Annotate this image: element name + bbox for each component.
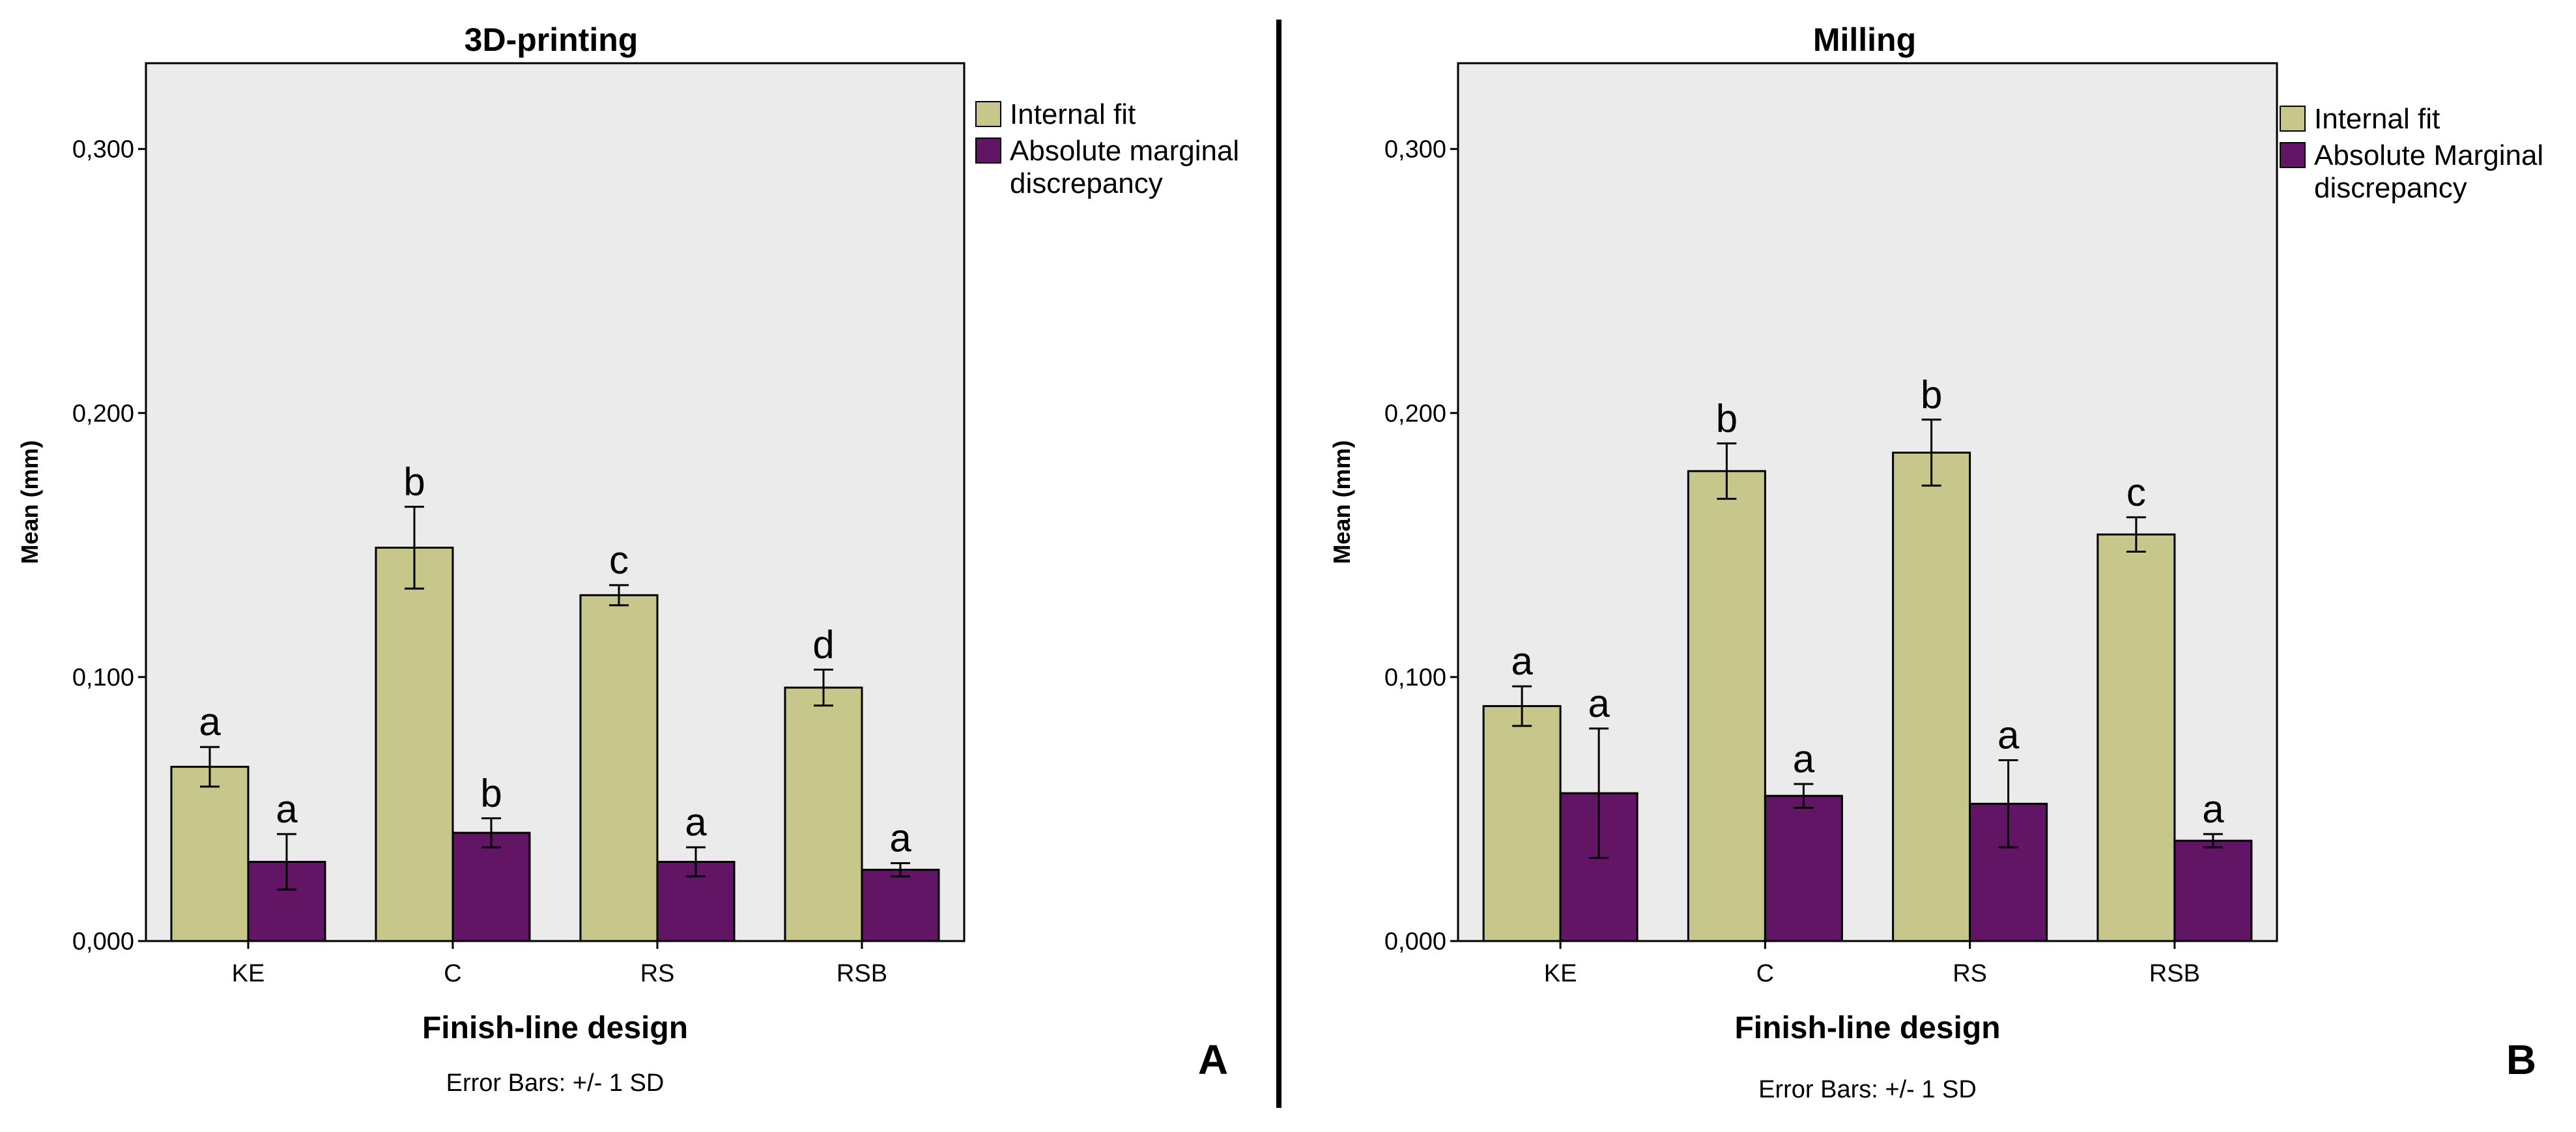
significance-letter: d xyxy=(812,623,834,667)
legend-label: Internal fit xyxy=(2314,103,2440,135)
legend-label: Internal fit xyxy=(1010,98,1136,130)
bar-internal-fit xyxy=(375,546,454,942)
x-tick-label: RSB xyxy=(2149,960,2200,987)
significance-letter: a xyxy=(1511,639,1533,683)
bar-marginal-discrepancy xyxy=(2173,839,2253,942)
x-axis-label: Finish-line design xyxy=(1734,1011,2000,1045)
significance-letter: a xyxy=(276,787,298,831)
significance-letter: a xyxy=(2202,787,2224,831)
x-tick-label: RS xyxy=(640,960,675,987)
bar-internal-fit xyxy=(579,594,659,942)
significance-letter: c xyxy=(609,538,629,582)
bar-marginal-discrepancy xyxy=(861,869,940,942)
legend-swatch-marginal-discrepancy xyxy=(975,138,1001,164)
chart-title: Milling xyxy=(1813,22,1916,58)
legend-label: discrepancy xyxy=(2314,172,2467,204)
y-tick-label: 0,300 xyxy=(1384,136,1446,164)
significance-letter: a xyxy=(1793,737,1815,781)
y-tick-label: 0,000 xyxy=(72,928,134,955)
legend-swatch-marginal-discrepancy xyxy=(2280,142,2306,168)
x-tick-label: C xyxy=(1756,960,1774,987)
legend-swatch-internal-fit xyxy=(975,101,1001,127)
bar-internal-fit xyxy=(1687,470,1766,942)
y-tick-label: 0,100 xyxy=(72,664,134,691)
significance-letter: b xyxy=(1921,373,1942,416)
panel-letter: B xyxy=(2506,1036,2536,1083)
y-tick-label: 0,200 xyxy=(1384,400,1446,428)
bar-marginal-discrepancy xyxy=(451,832,531,942)
y-tick-label: 0,100 xyxy=(1384,664,1446,691)
error-bar-note: Error Bars: +/- 1 SD xyxy=(446,1069,665,1097)
x-tick-label: RS xyxy=(1953,960,1987,987)
legend-label: Absolute marginal xyxy=(1010,135,1239,167)
legend-swatch-internal-fit xyxy=(2280,106,2306,132)
chart-panel-a: 3D-printing 0,000 0,100 0,200 0,300 Mean (mm)… xyxy=(16,22,1239,1097)
bar-internal-fit xyxy=(1892,452,1971,942)
bar-internal-fit xyxy=(1482,704,1562,942)
y-tick-label: 0,200 xyxy=(72,400,134,428)
legend-label: discrepancy xyxy=(1010,167,1163,199)
bar-marginal-discrepancy xyxy=(1764,794,1843,942)
x-axis-label: Finish-line design xyxy=(422,1011,688,1045)
chart-title: 3D-printing xyxy=(465,22,638,58)
significance-letter: a xyxy=(199,700,221,744)
y-tick-label: 0,000 xyxy=(1384,928,1446,955)
x-tick-label: C xyxy=(444,960,461,987)
legend-label: Absolute Marginal xyxy=(2314,139,2543,171)
y-axis-label: Mean (mm) xyxy=(16,440,43,564)
panel-letter: A xyxy=(1198,1036,1228,1083)
bar-internal-fit xyxy=(784,686,863,942)
significance-letter: a xyxy=(1997,713,2020,757)
x-tick-label: KE xyxy=(1544,960,1577,987)
x-tick-label: RSB xyxy=(837,960,887,987)
x-tick-label: KE xyxy=(232,960,265,987)
bar-internal-fit xyxy=(2097,533,2176,942)
y-axis-label: Mean (mm) xyxy=(1328,440,1355,564)
error-bar-note: Error Bars: +/- 1 SD xyxy=(1758,1076,1977,1103)
significance-letter: b xyxy=(403,460,425,504)
significance-letter: a xyxy=(685,800,707,844)
chart-panel-b: Milling 0,000 0,100 0,200 0,300 Mean (mm) KE a a… xyxy=(1328,22,2543,1103)
bar-internal-fit xyxy=(170,766,250,942)
significance-letter: a xyxy=(1588,682,1610,725)
significance-letter: a xyxy=(889,816,911,860)
significance-letter: c xyxy=(2126,471,2146,514)
y-tick-label: 0,300 xyxy=(72,136,134,164)
significance-letter: b xyxy=(1716,396,1738,440)
significance-letter: b xyxy=(480,772,502,815)
